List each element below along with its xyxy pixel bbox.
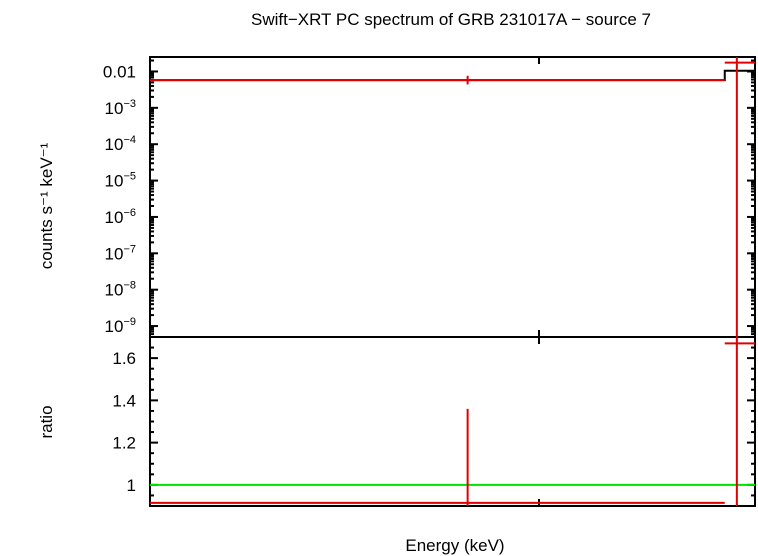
y-tick-label: 10−4 [105, 134, 136, 154]
y-tick-label: 10−7 [105, 243, 136, 263]
y-tick-label: 10−5 [105, 171, 136, 191]
y-tick-label: 0.01 [103, 62, 136, 81]
y-tick-label: 10−8 [105, 280, 136, 300]
ratio-tick-label: 1 [127, 476, 136, 495]
spectrum-panel-frame [149, 56, 756, 338]
chart-title: Swift−XRT PC spectrum of GRB 231017A − s… [251, 10, 651, 29]
y-tick-label: 10−9 [105, 316, 136, 336]
ratio-panel-frame [149, 336, 756, 507]
spectrum-y-axis-label: counts s⁻¹ keV⁻¹ [37, 142, 56, 269]
x-axis-label: Energy (keV) [405, 536, 504, 555]
ratio-tick-label: 1.6 [112, 349, 136, 368]
model-step-line [150, 69, 755, 82]
y-tick-label: 10−3 [105, 98, 136, 118]
ratio-tick-label: 1.4 [112, 391, 136, 410]
y-tick-label: 10−6 [105, 207, 136, 227]
ratio-y-axis-label: ratio [37, 405, 56, 438]
ratio-tick-label: 1.2 [112, 434, 136, 453]
